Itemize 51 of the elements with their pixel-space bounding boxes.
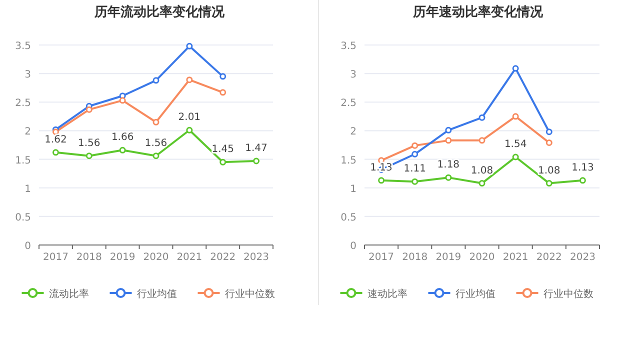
legend-label: 速动比率 [367,288,408,300]
x-tick-label: 2021 [176,252,202,263]
x-tick-label: 2020 [143,252,169,263]
y-tick-label: 3 [24,70,31,81]
data-label: 1.56 [144,138,168,149]
data-label: 1.66 [111,132,134,144]
x-tick-label: 2022 [210,252,236,263]
x-tick-label: 2018 [76,252,102,263]
data-label: 1.62 [44,134,67,146]
y-tick-label: 1 [24,184,31,195]
chart-title: 历年速动比率变化情况 [412,4,544,20]
data-label: 1.56 [78,138,100,149]
data-label: 1.47 [245,143,268,154]
y-tick-label: 0.5 [340,212,356,224]
y-tick-label: 2 [24,126,31,138]
legend-label: 行业中位数 [543,288,594,300]
legend-label: 行业均值 [136,288,177,300]
data-label: 1.45 [212,144,234,156]
x-tick-label: 2021 [502,252,528,263]
y-tick-label: 2.5 [15,98,31,110]
y-tick-label: 1 [350,184,356,195]
data-label: 1.11 [404,164,426,175]
y-tick-label: 3 [350,70,356,81]
legend-label: 行业均值 [455,288,496,300]
y-tick-label: 3.5 [340,41,356,52]
data-label: 1.54 [504,139,527,150]
x-tick-label: 2023 [244,252,270,263]
x-tick-label: 2019 [436,252,462,263]
y-tick-label: 0 [24,241,31,252]
x-tick-label: 2020 [469,252,495,263]
x-tick-label: 2022 [536,252,562,263]
y-tick-label: 1.5 [340,155,356,166]
y-tick-label: 3.5 [15,41,31,52]
data-label: 2.01 [178,112,201,124]
x-tick-label: 2018 [402,252,428,263]
x-tick-label: 2017 [368,252,394,263]
data-label: 1.18 [437,160,460,171]
chart-title: 历年流动比率变化情况 [93,4,226,20]
x-tick-label: 2019 [110,252,136,263]
y-tick-label: 2 [350,126,356,138]
x-tick-label: 2017 [42,252,68,263]
data-label: 1.08 [538,165,560,176]
x-tick-label: 2023 [570,252,596,263]
y-tick-label: 0 [350,241,356,252]
y-tick-label: 2.5 [340,98,356,110]
legend-label: 行业中位数 [224,288,275,300]
data-label: 1.08 [470,165,494,176]
y-tick-label: 0.5 [15,212,31,224]
y-tick-label: 1.5 [15,155,31,166]
data-label: 1.13 [572,162,594,174]
legend-label: 流动比率 [48,288,89,300]
